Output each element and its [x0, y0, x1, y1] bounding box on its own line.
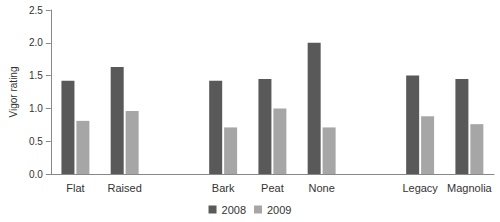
svg-text:Raised: Raised [108, 182, 142, 194]
svg-text:Legacy: Legacy [402, 182, 438, 194]
svg-text:0.0: 0.0 [29, 169, 43, 180]
svg-text:2009: 2009 [267, 204, 291, 216]
svg-text:Flat: Flat [66, 182, 84, 194]
svg-text:None: None [308, 182, 334, 194]
svg-text:2.0: 2.0 [29, 37, 43, 48]
svg-text:2.5: 2.5 [29, 5, 43, 16]
svg-text:Bark: Bark [212, 182, 235, 194]
svg-text:0.5: 0.5 [29, 136, 43, 147]
svg-text:Magnolia: Magnolia [447, 182, 493, 194]
svg-text:Vigor rating: Vigor rating [8, 67, 19, 118]
svg-text:2008: 2008 [222, 204, 246, 216]
svg-text:Peat: Peat [261, 182, 284, 194]
svg-text:1.5: 1.5 [29, 70, 43, 81]
svg-text:1.0: 1.0 [29, 103, 43, 114]
